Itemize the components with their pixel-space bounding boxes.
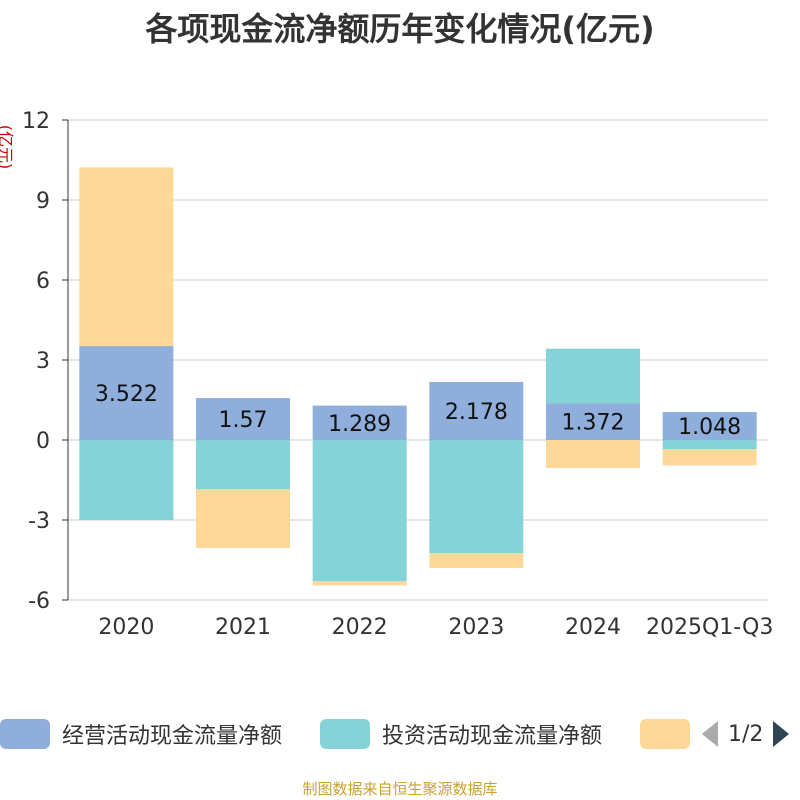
data-label: 1.57 — [219, 408, 268, 433]
chart-title: 各项现金流净额历年变化情况(亿元) — [145, 10, 655, 48]
legend-swatch-investing — [320, 719, 370, 749]
data-label: 1.372 — [562, 411, 625, 436]
bar-series0-2025Q1-Q3 — [662, 412, 757, 440]
x-tick-label: 2020 — [98, 615, 154, 640]
x-tick-label: 2022 — [332, 615, 388, 640]
legend-label-operating: 经营活动现金流量净额 — [62, 724, 283, 749]
legend-next-icon[interactable] — [771, 719, 791, 749]
data-label: 1.048 — [678, 415, 741, 440]
y-tick-label: 12 — [22, 109, 50, 134]
bar-series1-2022 — [312, 440, 407, 582]
legend-swatch-operating — [0, 719, 50, 749]
x-tick-label: 2021 — [215, 615, 271, 640]
bar-series0-2022 — [312, 405, 407, 440]
legend: 经营活动现金流量净额 投资活动现金流量净额 — [0, 716, 800, 752]
legend-item-financing[interactable] — [640, 716, 702, 752]
y-tick-label: -6 — [28, 589, 50, 614]
y-tick-label: 9 — [36, 189, 50, 214]
x-tick-label: 2025Q1-Q3 — [646, 615, 773, 640]
bar-series1-2023 — [429, 440, 524, 554]
bar-series0-2023 — [429, 381, 524, 440]
legend-swatch-financing — [640, 719, 690, 749]
bar-series1-2020 — [79, 440, 174, 520]
bar-series2-2024 — [546, 440, 640, 468]
x-tick-label: 2023 — [448, 615, 504, 640]
data-label: 2.178 — [445, 400, 508, 425]
bar-series1-2025Q1-Q3 — [662, 440, 757, 450]
x-tick-label: 2024 — [565, 615, 621, 640]
bar-series2-2025Q1-Q3 — [662, 449, 757, 466]
legend-item-operating[interactable]: 经营活动现金流量净额 — [0, 716, 282, 752]
bar-series1-2024 — [546, 348, 640, 404]
y-axis-label: (亿元) — [0, 124, 15, 170]
y-tick-label: 3 — [36, 349, 50, 374]
legend-page-indicator: 1/2 — [728, 721, 764, 747]
bar-series0-2021 — [196, 398, 290, 440]
bar-series2-2021 — [196, 489, 290, 548]
bar-series0-2024 — [546, 403, 640, 440]
legend-label-investing: 投资活动现金流量净额 — [382, 724, 603, 749]
legend-prev-icon[interactable] — [700, 719, 720, 749]
bar-series2-2020 — [79, 167, 174, 347]
y-tick-label: 0 — [36, 429, 50, 454]
source-note: 制图数据来自恒生聚源数据库 — [302, 780, 498, 798]
legend-item-investing[interactable]: 投资活动现金流量净额 — [320, 716, 602, 752]
bar-series2-2023 — [429, 553, 524, 568]
data-label: 1.289 — [328, 412, 391, 437]
legend-pager: 1/2 — [700, 716, 800, 752]
data-label: 3.522 — [95, 382, 158, 407]
bar-series2-2022 — [312, 581, 407, 586]
y-tick-label: 6 — [36, 269, 50, 294]
bar-series0-2020 — [79, 346, 174, 440]
bar-series1-2021 — [196, 440, 290, 490]
y-tick-label: -3 — [28, 509, 50, 534]
